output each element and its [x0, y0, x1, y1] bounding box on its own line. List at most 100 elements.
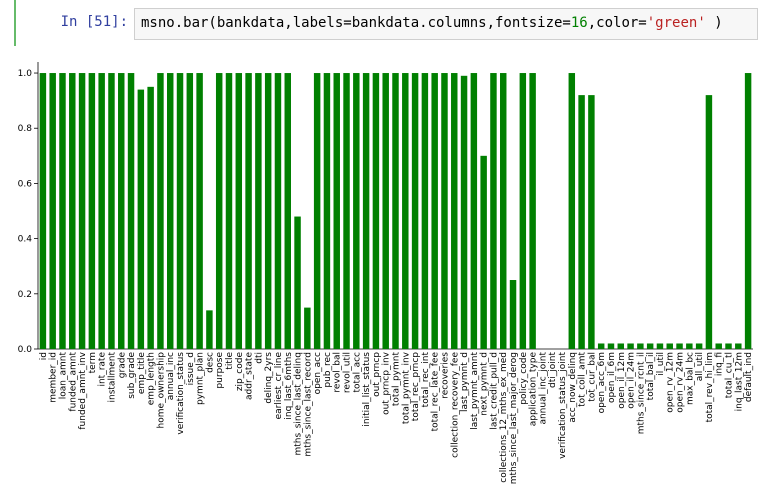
bar: [284, 73, 291, 350]
x-tick-label: funded_amnt: [68, 352, 78, 412]
x-tick-label: annual_inc_joint: [538, 352, 548, 425]
x-tick-label: emp_length: [147, 352, 157, 405]
y-tick-label: 0.0: [18, 345, 33, 355]
bar: [186, 73, 194, 350]
x-tick-label: open_il_24m: [627, 352, 637, 409]
x-tick-label: inq_last_6mths: [284, 352, 294, 420]
x-tick-label: zip_code: [235, 352, 245, 392]
x-tick-label: last_credit_pull_d: [489, 352, 499, 430]
bar: [206, 310, 213, 349]
x-tick-label: term: [88, 352, 98, 373]
bar: [735, 343, 742, 349]
x-tick-label: grade: [117, 352, 127, 379]
x-tick-label: int_rate: [98, 352, 108, 387]
bar: [529, 73, 536, 350]
code-number: 16: [570, 15, 588, 31]
code-input[interactable]: msno.bar(bankdata,labels=bankdata.column…: [134, 8, 758, 40]
bar: [69, 73, 76, 350]
bar: [118, 73, 125, 350]
bar: [255, 73, 262, 350]
bar: [695, 343, 703, 349]
bar: [304, 307, 311, 349]
x-tick-label: initial_list_status: [362, 352, 372, 427]
chart: 0.00.20.40.60.81.0id member_id loan_amnt fu…: [18, 62, 754, 484]
x-tick-label: id: [39, 352, 49, 360]
x-tick-label: inq_last_12m: [734, 352, 744, 411]
x-tick-label: total_pymnt_inv: [401, 351, 411, 424]
bar: [568, 73, 576, 350]
x-tick-label: collections_12_mths_ex_med: [499, 352, 509, 483]
x-tick-label: title: [225, 352, 235, 370]
x-tick-label: open_acc_6m: [597, 352, 607, 413]
x-tick-label: mths_since_last_delinq: [294, 352, 304, 455]
bar: [744, 73, 752, 350]
x-tick-label: out_prncp_inv: [382, 351, 392, 415]
x-tick-label: revol_util: [343, 352, 353, 393]
x-tick-label: mths_since_last_record: [303, 352, 313, 457]
bar: [372, 73, 380, 350]
bar: [127, 73, 135, 350]
x-tick-label: total_rec_prncp: [411, 352, 421, 421]
x-tick-label: acc_now_delinq: [568, 352, 578, 423]
x-tick-label: loan_amnt: [58, 352, 68, 400]
bar: [666, 343, 673, 349]
x-tick-label: pub_rec: [323, 352, 333, 388]
bar: [392, 73, 399, 350]
bar: [333, 73, 340, 350]
x-tick-label: tot_coll_amt: [578, 352, 588, 407]
y-tick-label: 1.0: [18, 69, 33, 79]
input-prompt: In [51]:: [60, 14, 128, 30]
bar: [578, 95, 585, 349]
bar: [264, 73, 272, 350]
bar: [225, 73, 233, 350]
x-tick-label: emp_title: [137, 352, 147, 395]
code-text: ,color=: [587, 15, 647, 31]
bar: [656, 343, 664, 349]
bar: [245, 73, 252, 350]
x-tick-label: funded_amnt_inv: [78, 351, 88, 429]
x-tick-label: member_id: [49, 352, 59, 403]
bar: [166, 73, 174, 350]
x-tick-label: last_pymnt_d: [460, 352, 470, 412]
bar: [725, 343, 732, 349]
bar: [176, 73, 184, 350]
bar: [402, 73, 409, 350]
x-tick-label: default_ind: [744, 352, 754, 402]
bar: [215, 73, 223, 350]
bar: [421, 73, 429, 350]
bar: [637, 343, 644, 349]
y-tick-label: 0.4: [18, 235, 33, 245]
bar: [411, 73, 419, 350]
x-tick-label: total_pymnt: [392, 352, 402, 407]
x-tick-label: earliest_cr_line: [274, 352, 284, 420]
x-tick-label: out_prncp: [372, 352, 382, 397]
bar: [715, 343, 722, 349]
y-tick-label: 0.8: [18, 124, 33, 134]
bar: [157, 73, 164, 350]
bar: [78, 73, 86, 350]
code-text: msno.bar(bankdata,labels=bankdata.column…: [141, 15, 571, 31]
bar: [196, 73, 203, 350]
code-string: 'green': [646, 15, 706, 31]
x-tick-label: mths_since_last_major_derog: [509, 352, 519, 484]
x-tick-label: installment: [107, 352, 117, 403]
bar: [343, 73, 350, 350]
y-tick-label: 0.2: [18, 290, 32, 300]
bar: [323, 73, 331, 350]
bar: [59, 73, 66, 350]
x-tick-label: open_il_6m: [607, 352, 617, 403]
x-tick-label: application_type: [529, 352, 539, 427]
y-tick-label: 0.6: [18, 179, 33, 189]
x-tick-label: open_acc: [313, 352, 323, 394]
bar: [39, 73, 47, 350]
bar: [137, 89, 145, 349]
bar: [235, 73, 243, 350]
bar: [607, 343, 615, 349]
x-tick-label: revol_bal: [333, 352, 343, 393]
bar: [705, 95, 713, 349]
bar: [88, 73, 96, 350]
bar: [274, 73, 282, 350]
x-tick-label: total_bal_il: [646, 352, 656, 400]
bar: [460, 75, 468, 349]
